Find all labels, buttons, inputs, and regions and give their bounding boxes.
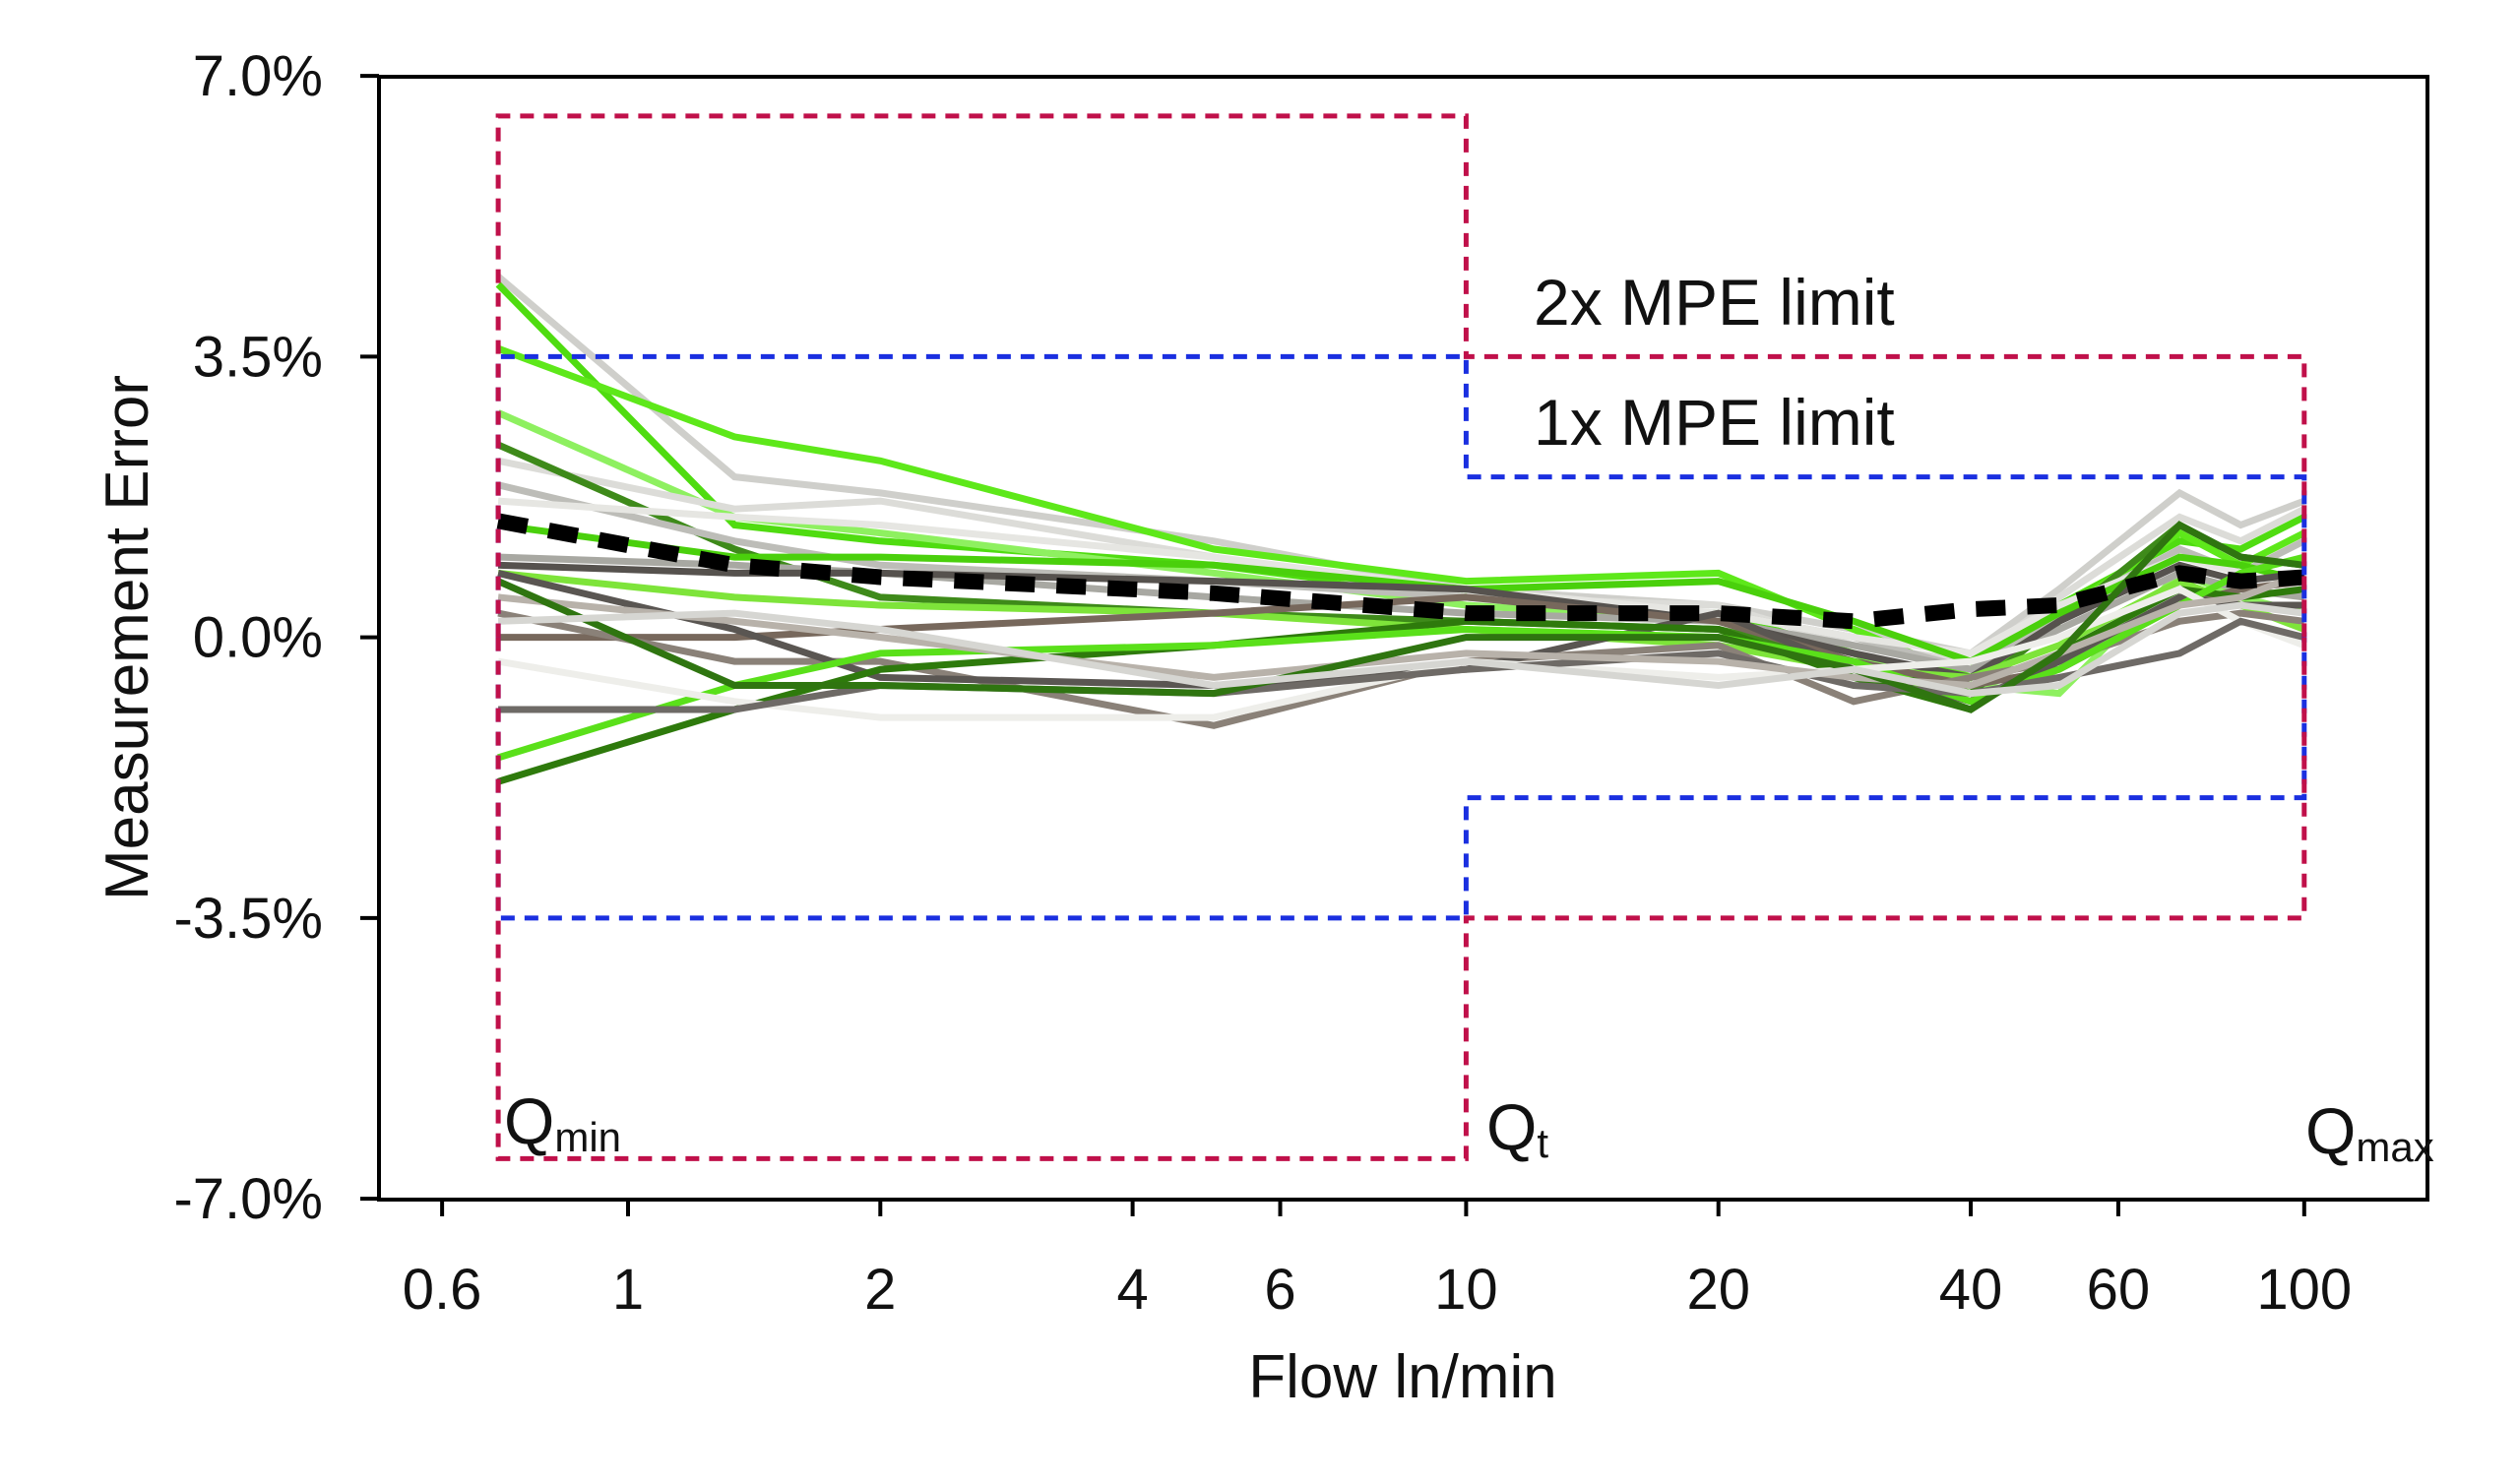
series-line-22 xyxy=(497,601,2305,698)
mean-line xyxy=(496,513,2305,630)
y-tick-label: 0.0% xyxy=(193,606,323,670)
mpe2x-limit-lower xyxy=(495,637,2307,1161)
mpe2x-limit-upper xyxy=(495,113,2307,638)
x-axis-label: Flow ln/min xyxy=(1248,1343,1557,1411)
series-line-17 xyxy=(497,553,2305,762)
y-tick-label: 3.5% xyxy=(193,325,323,389)
series-line-20 xyxy=(497,570,2306,690)
qmax-label: Qmax xyxy=(2305,1094,2434,1170)
x-tick-label: 4 xyxy=(1116,1258,1148,1322)
y-tick-label: -7.0% xyxy=(173,1167,323,1231)
y-axis-label: Measurement Error xyxy=(94,375,161,900)
x-tick-label: 1 xyxy=(612,1258,644,1322)
x-tick-label: 10 xyxy=(1434,1258,1498,1322)
y-tick-label: 7.0% xyxy=(193,44,323,108)
x-tick-label: 2 xyxy=(864,1258,896,1322)
tick-layer: 0.6 1 2 4 6 10 20 40 60 100 7.0% 3.5% 0.0% -3.5% -7.0% xyxy=(173,44,2352,1322)
x-tick-label: 20 xyxy=(1686,1258,1750,1322)
x-tick-label: 100 xyxy=(2256,1258,2352,1322)
qt-label: Qt xyxy=(1486,1090,1548,1166)
mpe2x-label: 2x MPE limit xyxy=(1534,266,1895,339)
mpe1x-label: 1x MPE limit xyxy=(1534,386,1895,459)
x-tick-label: 0.6 xyxy=(403,1258,482,1322)
limit-layer xyxy=(495,113,2307,1161)
series-line-18 xyxy=(497,585,2306,721)
series-line-12 xyxy=(497,569,2306,681)
x-tick-label: 40 xyxy=(1939,1258,2003,1322)
series-line-9 xyxy=(497,522,2305,665)
mpe1x-limit-upper xyxy=(495,353,2307,638)
mpe1x-limit-lower xyxy=(495,637,2307,921)
qmin-label: Qmin xyxy=(504,1084,621,1160)
y-tick-label: -3.5% xyxy=(173,887,323,951)
series-layer xyxy=(495,274,2306,785)
x-tick-label: 60 xyxy=(2087,1258,2151,1322)
series-line-21 xyxy=(496,521,2305,713)
x-tick-label: 6 xyxy=(1264,1258,1295,1322)
